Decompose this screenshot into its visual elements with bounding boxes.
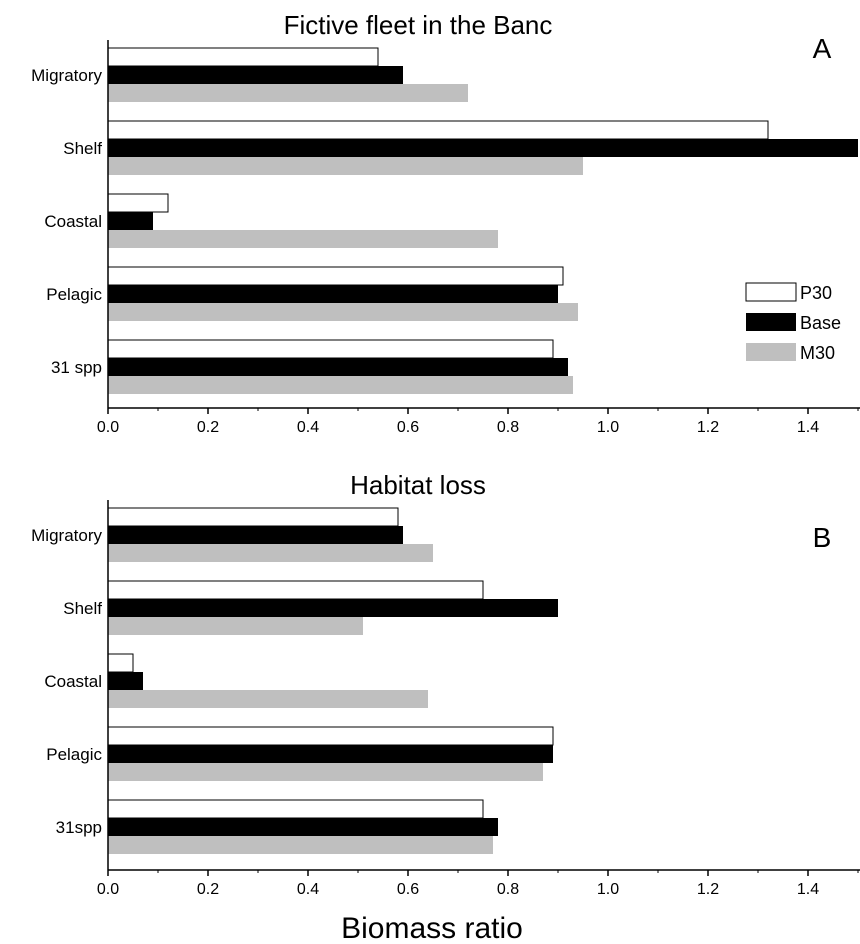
x-tick-label: 1.0 xyxy=(597,419,619,436)
bar-p30-3 xyxy=(107,726,554,746)
panel-a-bars xyxy=(107,47,858,394)
bar-m30-3 xyxy=(108,303,578,321)
category-label: Coastal xyxy=(44,212,102,231)
bar-base-4 xyxy=(108,818,498,836)
legend-label-p30: P30 xyxy=(800,283,832,303)
panel-b: Habitat loss B Migratory Shelf Coastal Pela… xyxy=(31,470,860,944)
panel-a-x-axis: 0.0 0.2 0.4 0.6 0.8 1.0 1.2 1.4 xyxy=(97,408,859,436)
x-tick-label: 1.2 xyxy=(697,881,719,898)
bar-p30-4 xyxy=(107,799,484,819)
bar-m30-2 xyxy=(108,690,428,708)
panel-b-category-labels: Migratory Shelf Coastal Pelagic 31spp xyxy=(31,526,102,837)
bar-m30-0 xyxy=(108,544,433,562)
panel-b-frame xyxy=(107,500,860,871)
x-tick-label: 0.2 xyxy=(197,881,219,898)
x-tick-label: 0.8 xyxy=(497,419,519,436)
x-tick-label: 0.2 xyxy=(197,419,219,436)
x-tick-label: 1.4 xyxy=(797,881,819,898)
category-label: Migratory xyxy=(31,66,102,85)
legend-label-base: Base xyxy=(800,313,841,333)
panel-a-frame xyxy=(107,40,860,409)
x-tick-label: 0.0 xyxy=(97,881,119,898)
legend-swatch-m30 xyxy=(746,343,796,361)
bar-base-1 xyxy=(108,139,858,157)
bar-m30-1 xyxy=(108,617,363,635)
bar-base-3 xyxy=(108,285,558,303)
panel-a-category-labels: Migratory Shelf Coastal Pelagic 31 spp xyxy=(31,66,102,377)
x-tick-label: 0.6 xyxy=(397,419,419,436)
category-label: Pelagic xyxy=(46,745,102,764)
bar-base-3 xyxy=(108,745,553,763)
bar-m30-2 xyxy=(108,230,498,248)
bar-p30-1 xyxy=(107,580,484,600)
bar-base-0 xyxy=(108,526,403,544)
x-tick-label: 0.8 xyxy=(497,881,519,898)
bar-p30-3 xyxy=(107,266,564,286)
bar-m30-4 xyxy=(108,836,493,854)
x-tick-label: 0.6 xyxy=(397,881,419,898)
category-label: Coastal xyxy=(44,672,102,691)
panel-b-bars xyxy=(107,507,558,854)
category-label: 31 spp xyxy=(51,358,102,377)
x-tick-label: 0.4 xyxy=(297,419,319,436)
category-label: Shelf xyxy=(63,599,102,618)
bar-p30-4 xyxy=(107,339,554,359)
category-label: Migratory xyxy=(31,526,102,545)
bar-m30-3 xyxy=(108,763,543,781)
panel-a: Fictive fleet in the Banc A Migratory She… xyxy=(31,10,860,436)
bar-base-0 xyxy=(108,66,403,84)
bar-base-1 xyxy=(108,599,558,617)
x-tick-label: 0.4 xyxy=(297,881,319,898)
legend-swatch-base xyxy=(746,313,796,331)
bar-p30-2 xyxy=(107,653,134,673)
category-label: Shelf xyxy=(63,139,102,158)
bar-base-2 xyxy=(108,672,143,690)
panel-b-title: Habitat loss xyxy=(350,470,486,500)
x-axis-title: Biomass ratio xyxy=(341,912,523,944)
category-label: 31spp xyxy=(56,818,102,837)
bar-p30-2 xyxy=(107,193,169,213)
bar-base-4 xyxy=(108,358,568,376)
category-label: Pelagic xyxy=(46,285,102,304)
bar-base-2 xyxy=(108,212,153,230)
legend-swatch-p30 xyxy=(745,282,797,302)
bar-m30-4 xyxy=(108,376,573,394)
bar-p30-0 xyxy=(107,47,379,67)
bar-p30-1 xyxy=(107,120,769,140)
bar-m30-1 xyxy=(108,157,583,175)
legend-label-m30: M30 xyxy=(800,343,835,363)
x-tick-label: 1.4 xyxy=(797,419,819,436)
x-tick-label: 1.0 xyxy=(597,881,619,898)
legend: P30 Base M30 xyxy=(745,282,841,363)
bar-p30-0 xyxy=(107,507,399,527)
bar-m30-0 xyxy=(108,84,468,102)
panel-b-x-axis: 0.0 0.2 0.4 0.6 0.8 1.0 1.2 1.4 xyxy=(97,870,859,898)
x-tick-label: 1.2 xyxy=(697,419,719,436)
panel-a-title: Fictive fleet in the Banc xyxy=(284,10,553,40)
panel-a-label: A xyxy=(813,33,832,64)
x-tick-label: 0.0 xyxy=(97,419,119,436)
panel-b-label: B xyxy=(813,522,832,553)
